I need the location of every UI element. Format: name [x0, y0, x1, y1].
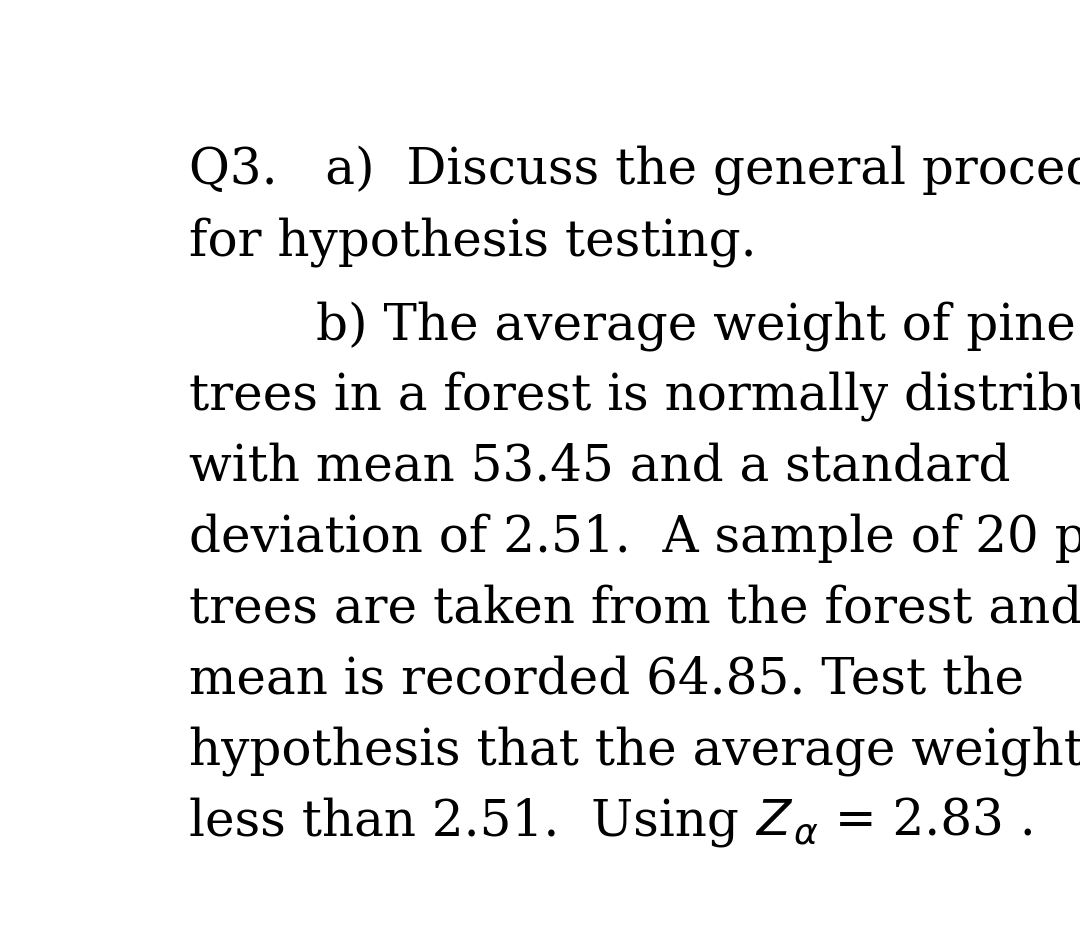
- Text: $\mathit{\alpha}$: $\mathit{\alpha}$: [794, 817, 819, 851]
- Text: $\mathit{Z}$: $\mathit{Z}$: [755, 796, 794, 846]
- Text: b) The average weight of pine: b) The average weight of pine: [189, 300, 1077, 350]
- Text: for hypothesis testing.: for hypothesis testing.: [189, 218, 757, 268]
- Text: hypothesis that the average weight is: hypothesis that the average weight is: [189, 726, 1080, 776]
- Text: mean is recorded 64.85. Test the: mean is recorded 64.85. Test the: [189, 655, 1025, 704]
- Text: deviation of 2.51.  A sample of 20 pine: deviation of 2.51. A sample of 20 pine: [189, 514, 1080, 562]
- Text: trees in a forest is normally distributed: trees in a forest is normally distribute…: [189, 372, 1080, 422]
- Text: trees are taken from the forest and their: trees are taken from the forest and thei…: [189, 584, 1080, 634]
- Text: Q3.   a)  Discuss the general procedure: Q3. a) Discuss the general procedure: [189, 146, 1080, 195]
- Text: with mean 53.45 and a standard: with mean 53.45 and a standard: [189, 442, 1011, 492]
- Text: = 2.83 .: = 2.83 .: [819, 796, 1036, 846]
- Text: less than 2.51.  Using: less than 2.51. Using: [189, 796, 755, 847]
